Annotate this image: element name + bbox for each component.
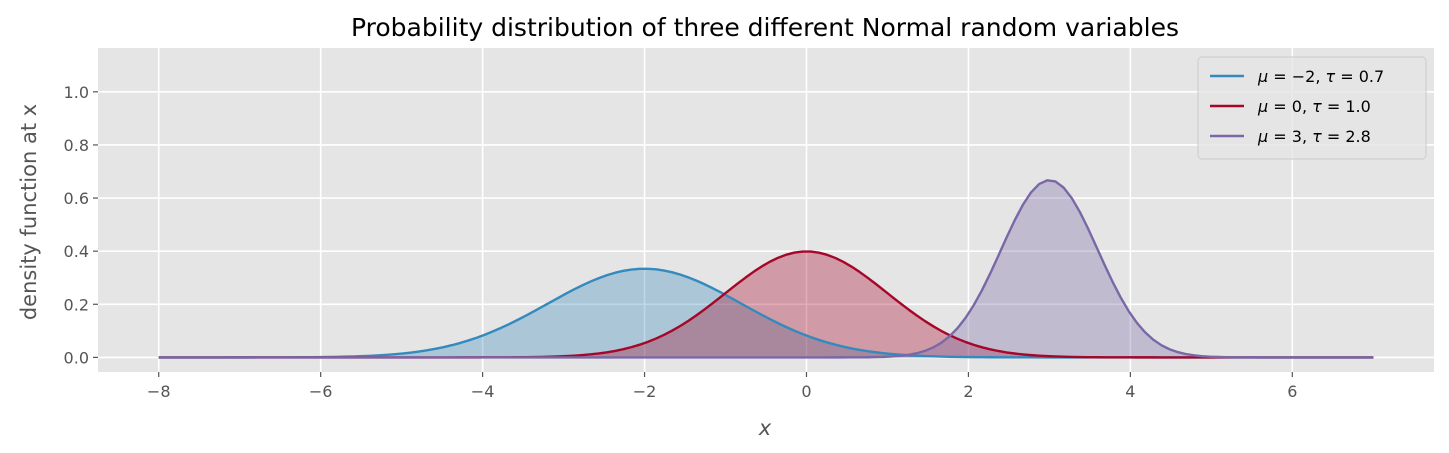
x-tick-label: 0 bbox=[801, 382, 811, 401]
y-axis: 0.0 0.2 0.4 0.6 0.8 1.0 bbox=[64, 83, 98, 367]
chart-title: Probability distribution of three differ… bbox=[351, 13, 1179, 42]
x-tick-label: −4 bbox=[471, 382, 495, 401]
x-tick-label: −6 bbox=[309, 382, 333, 401]
legend-entry-3: μ = 3, τ = 2.8 bbox=[1257, 127, 1371, 146]
x-tick-label: 4 bbox=[1125, 382, 1135, 401]
y-tick-label: 0.6 bbox=[64, 189, 89, 208]
series-lines bbox=[158, 179, 1374, 359]
x-tick-label: 2 bbox=[963, 382, 973, 401]
series-fill-3 bbox=[158, 180, 1374, 358]
y-axis-label: density function at x bbox=[17, 104, 41, 320]
legend-entry-2: μ = 0, τ = 1.0 bbox=[1257, 97, 1371, 116]
x-axis: −8 −6 −4 −2 0 2 4 6 bbox=[147, 372, 1297, 401]
y-tick-label: 0.2 bbox=[64, 295, 89, 314]
series-fill-2 bbox=[158, 251, 1374, 358]
y-tick-label: 0.4 bbox=[64, 242, 89, 261]
y-tick-label: 0.0 bbox=[64, 348, 89, 367]
x-tick-label: 6 bbox=[1287, 382, 1297, 401]
legend: μ = −2, τ = 0.7 μ = 0, τ = 1.0 μ = 3, τ = … bbox=[1197, 56, 1427, 160]
y-tick-label: 1.0 bbox=[64, 83, 89, 102]
y-tick-label: 0.8 bbox=[64, 136, 89, 155]
x-tick-label: −2 bbox=[633, 382, 657, 401]
x-axis-label: x bbox=[758, 416, 772, 440]
series-fills bbox=[158, 180, 1374, 358]
x-tick-label: −8 bbox=[147, 382, 171, 401]
legend-box bbox=[1197, 56, 1427, 160]
legend-entry-1: μ = −2, τ = 0.7 bbox=[1257, 67, 1384, 86]
series-line-3 bbox=[158, 179, 1374, 359]
series-fill-1 bbox=[158, 268, 1374, 358]
